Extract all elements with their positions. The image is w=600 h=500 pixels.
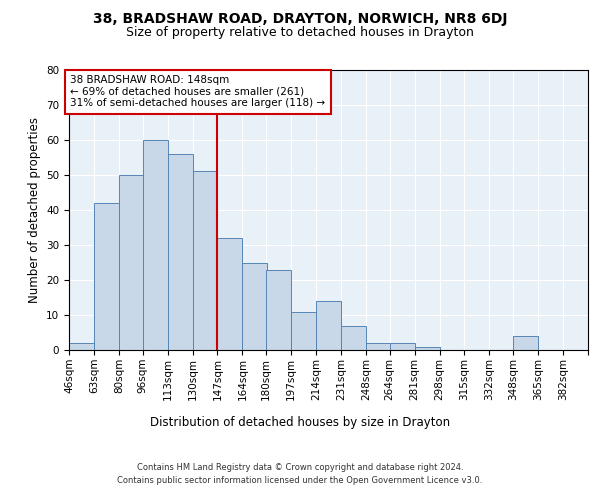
Bar <box>193 172 217 350</box>
Bar <box>94 203 119 350</box>
Y-axis label: Number of detached properties: Number of detached properties <box>28 117 41 303</box>
Bar <box>366 343 391 350</box>
Bar <box>242 262 268 350</box>
Bar <box>167 154 193 350</box>
Text: Distribution of detached houses by size in Drayton: Distribution of detached houses by size … <box>150 416 450 429</box>
Bar <box>119 175 144 350</box>
Bar <box>513 336 538 350</box>
Bar <box>217 238 242 350</box>
Text: Contains HM Land Registry data © Crown copyright and database right 2024.: Contains HM Land Registry data © Crown c… <box>137 462 463 471</box>
Bar <box>389 343 415 350</box>
Bar <box>341 326 366 350</box>
Text: Size of property relative to detached houses in Drayton: Size of property relative to detached ho… <box>126 26 474 39</box>
Bar <box>69 343 94 350</box>
Bar <box>266 270 291 350</box>
Bar <box>415 346 440 350</box>
Text: 38, BRADSHAW ROAD, DRAYTON, NORWICH, NR8 6DJ: 38, BRADSHAW ROAD, DRAYTON, NORWICH, NR8… <box>93 12 507 26</box>
Bar <box>291 312 316 350</box>
Text: Contains public sector information licensed under the Open Government Licence v3: Contains public sector information licen… <box>118 476 482 485</box>
Text: 38 BRADSHAW ROAD: 148sqm
← 69% of detached houses are smaller (261)
31% of semi-: 38 BRADSHAW ROAD: 148sqm ← 69% of detach… <box>70 75 326 108</box>
Bar <box>143 140 167 350</box>
Bar <box>316 301 341 350</box>
